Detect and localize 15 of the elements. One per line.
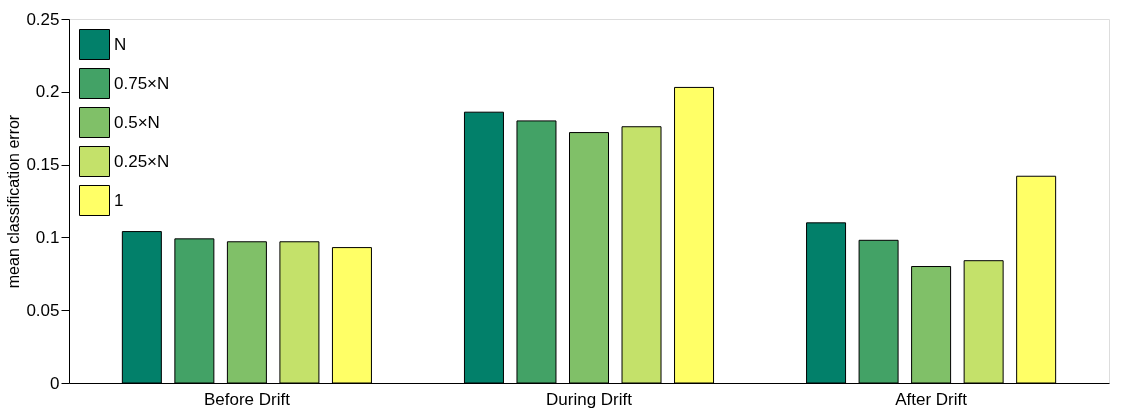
y-tick-label: 0.1 [35, 227, 60, 247]
legend-label: 0.5×N [114, 112, 160, 132]
x-tick-label: During Drift [546, 389, 633, 409]
legend-label: N [114, 34, 127, 54]
x-tick-label: Before Drift [203, 389, 291, 409]
y-tick-label: 0 [50, 373, 60, 393]
y-tick-label: 0.25 [26, 9, 60, 29]
legend-label: 0.75×N [114, 73, 170, 93]
y-tick-label: 0.15 [26, 155, 60, 175]
x-tick-label: After Drift [895, 389, 968, 409]
y-axis-title: mean classification error [5, 114, 23, 289]
y-tick-label: 0.05 [26, 300, 60, 320]
y-tick-label: 0.2 [35, 82, 60, 102]
legend-label: 1 [114, 190, 124, 210]
legend-label: 0.25×N [114, 151, 170, 171]
